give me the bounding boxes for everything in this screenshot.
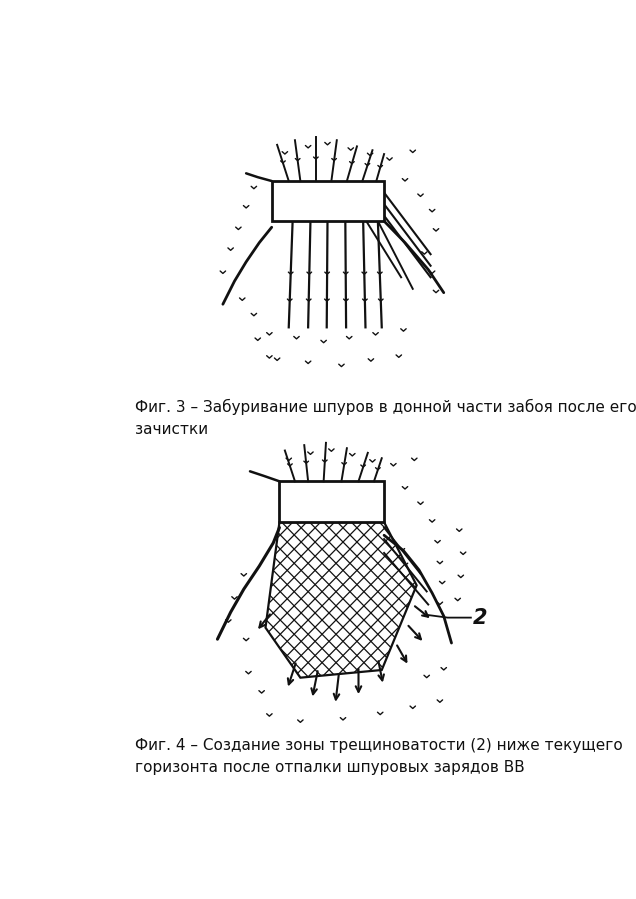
Polygon shape — [265, 522, 417, 678]
Bar — [272, 181, 384, 221]
Text: Фиг. 3 – Забуривание шпуров в донной части забоя после его
зачистки: Фиг. 3 – Забуривание шпуров в донной час… — [135, 399, 636, 437]
Bar — [279, 481, 384, 522]
Text: Фиг. 4 – Создание зоны трещиноватости (2) ниже текущего
горизонта после отпалки : Фиг. 4 – Создание зоны трещиноватости (2… — [135, 738, 623, 775]
Text: 2: 2 — [473, 608, 488, 628]
